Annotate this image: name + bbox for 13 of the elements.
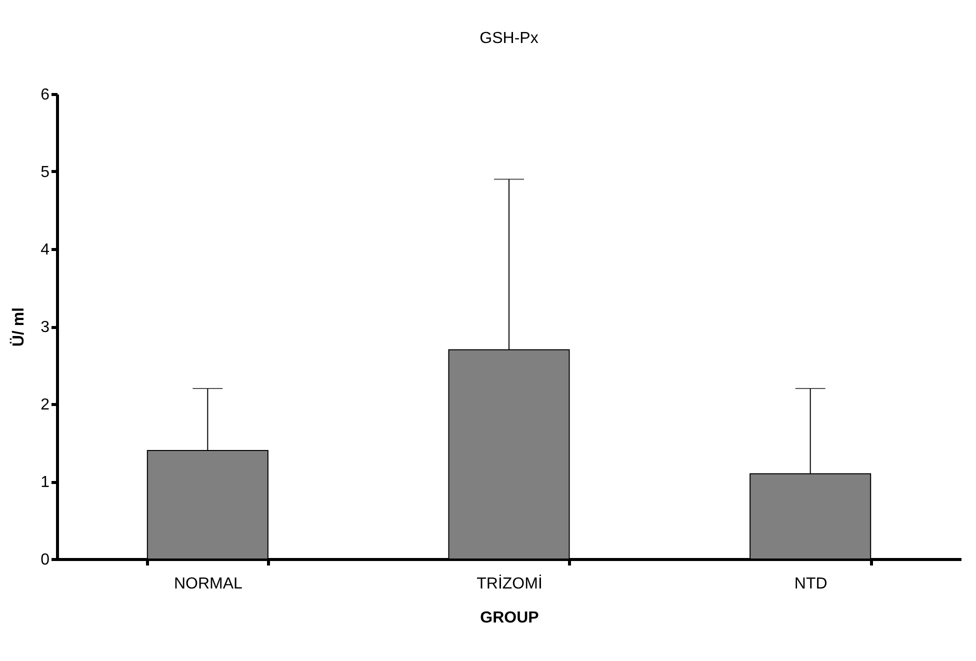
y-tick-label: 5 [40, 164, 50, 181]
y-tick-label: 4 [40, 242, 50, 258]
x-tick-label: NORMAL [174, 576, 242, 592]
y-tick-label: 3 [40, 319, 50, 336]
y-tick-label: 1 [40, 474, 50, 491]
y-tick-label: 0 [40, 552, 50, 568]
chart-title: GSH-Px [480, 30, 538, 47]
x-tick-label: TRİZOMİ [476, 574, 542, 592]
y-tick-label: 6 [40, 86, 50, 104]
x-axis-title: GROUP [480, 610, 540, 626]
x-tick-label: NTD [794, 576, 828, 592]
y-axis-title: Ü/ ml [10, 307, 28, 347]
y-tick-label: 2 [40, 396, 50, 414]
